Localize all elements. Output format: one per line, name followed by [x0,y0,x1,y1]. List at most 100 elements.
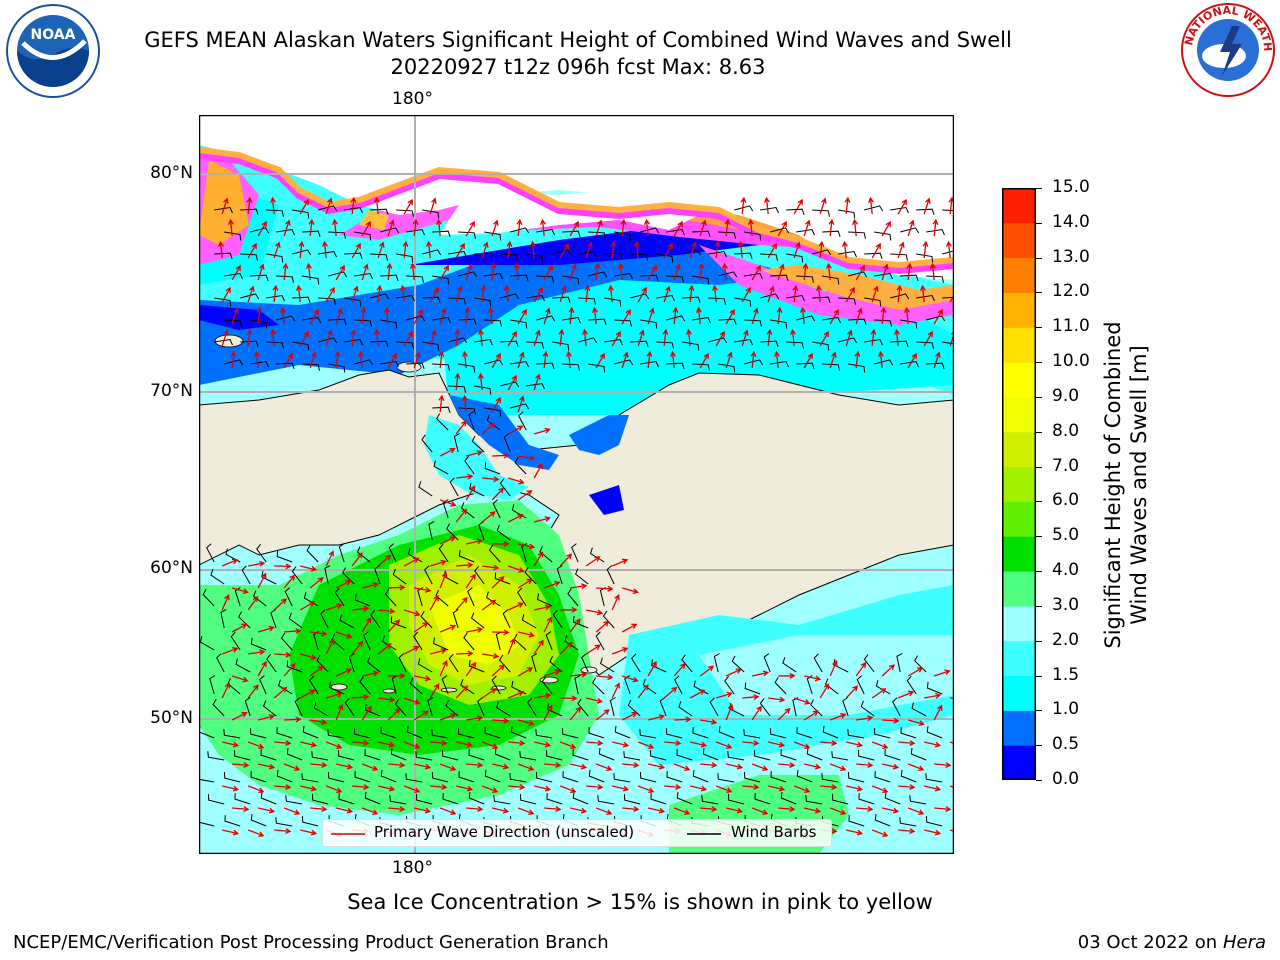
colorbar-swatch [1002,466,1036,502]
wave-arrow [351,242,361,259]
wind-barb [224,359,244,366]
wind-barb [848,363,866,373]
wind-barb [431,729,449,739]
wave-arrow [454,372,461,391]
wave-arrow [403,609,421,617]
wind-barb [432,316,451,324]
wave-arrow [352,694,370,701]
wave-arrow [464,306,471,325]
wave-arrow [283,662,296,677]
wave-arrow [335,631,353,639]
wind-barb [900,274,919,282]
wave-arrow [643,218,650,237]
wave-arrow [513,262,520,281]
wind-barb [708,337,728,344]
wind-barb [848,271,868,278]
wave-arrow [439,571,448,589]
wave-arrow [492,717,510,724]
wind-barb [328,231,346,239]
wind-barb [458,271,478,278]
wind-barb [770,319,788,329]
wind-barb [502,609,511,629]
wind-barb [370,208,389,216]
wind-barb [588,231,606,239]
wave-arrow [596,674,614,681]
wave-arrow [855,264,865,281]
wind-barb [380,227,400,234]
wave-arrow [481,422,496,435]
wind-barb [864,252,883,260]
wave-arrow [378,741,396,748]
wave-arrow [559,641,573,655]
wind-barb [389,795,407,805]
wave-arrow [689,689,706,699]
wind-barb [484,727,501,739]
wave-arrow [820,784,838,790]
wind-barb [526,341,544,349]
wind-barb [900,727,917,739]
wind-barb [405,773,423,783]
wind-barb [567,588,579,607]
wind-barb [433,637,449,651]
colorbar-ticks: 15.0 14.0 13.0 12.0 11.0 10.0 9.0 8.0 7.0 6.0 5.0 4… [1036,177,1106,789]
wind-barb [380,769,397,783]
wind-barb [759,698,771,717]
wave-arrow [481,511,496,523]
wind-barb [874,813,891,827]
wave-arrow [621,712,638,721]
wind-barb [366,656,381,673]
wind-barb [796,228,815,236]
wind-barb [474,565,485,585]
wave-arrow [621,351,629,369]
wave-arrow [539,218,546,237]
wave-arrow [387,219,395,237]
wave-arrow [517,578,533,589]
wind-barb [438,543,449,563]
wave-arrow [466,715,484,722]
wave-arrow [595,709,610,721]
wind-barb [786,208,805,216]
wind-barb [812,249,832,256]
colorbar-tick-label: 0.5 [1052,734,1080,755]
colorbar-swatch [1002,605,1036,642]
wave-arrow [793,785,811,794]
wind-barb [537,593,553,607]
wave-arrow [846,785,864,792]
wave-arrow [455,508,468,523]
wind-barb [656,253,674,263]
colorbar-swatches [1002,188,1036,781]
wind-barb [406,725,423,739]
wave-arrow [300,829,318,836]
wave-arrow [663,686,678,699]
wave-arrow [846,741,864,748]
wind-barb [380,727,397,739]
wind-barb [806,747,823,761]
wave-arrow [506,240,513,259]
wave-arrow [491,219,499,237]
wind-barb [224,815,241,827]
wind-barb [847,729,865,739]
wind-barb [354,593,371,607]
wave-arrow [560,695,578,702]
wave-arrow [558,328,565,347]
wave-arrow [829,713,847,721]
wave-arrow [586,740,604,746]
wind-barb [421,434,433,453]
wave-arrow [585,241,593,259]
wave-arrow [325,197,333,215]
wave-arrow [465,220,475,237]
wind-barb [734,297,752,307]
wave-arrow [673,763,691,772]
wave-arrow [751,307,759,325]
wind-barb [624,794,641,805]
wind-barb [899,817,917,827]
wave-arrow [715,330,725,347]
wave-arrow [543,264,553,281]
colorbar-tick-mark [1036,675,1042,677]
wave-arrow [247,595,259,611]
wind-barb [380,319,398,329]
wave-arrow [295,284,302,303]
wave-arrow [560,606,578,613]
wave-arrow [388,762,406,768]
wind-barb [406,275,424,283]
